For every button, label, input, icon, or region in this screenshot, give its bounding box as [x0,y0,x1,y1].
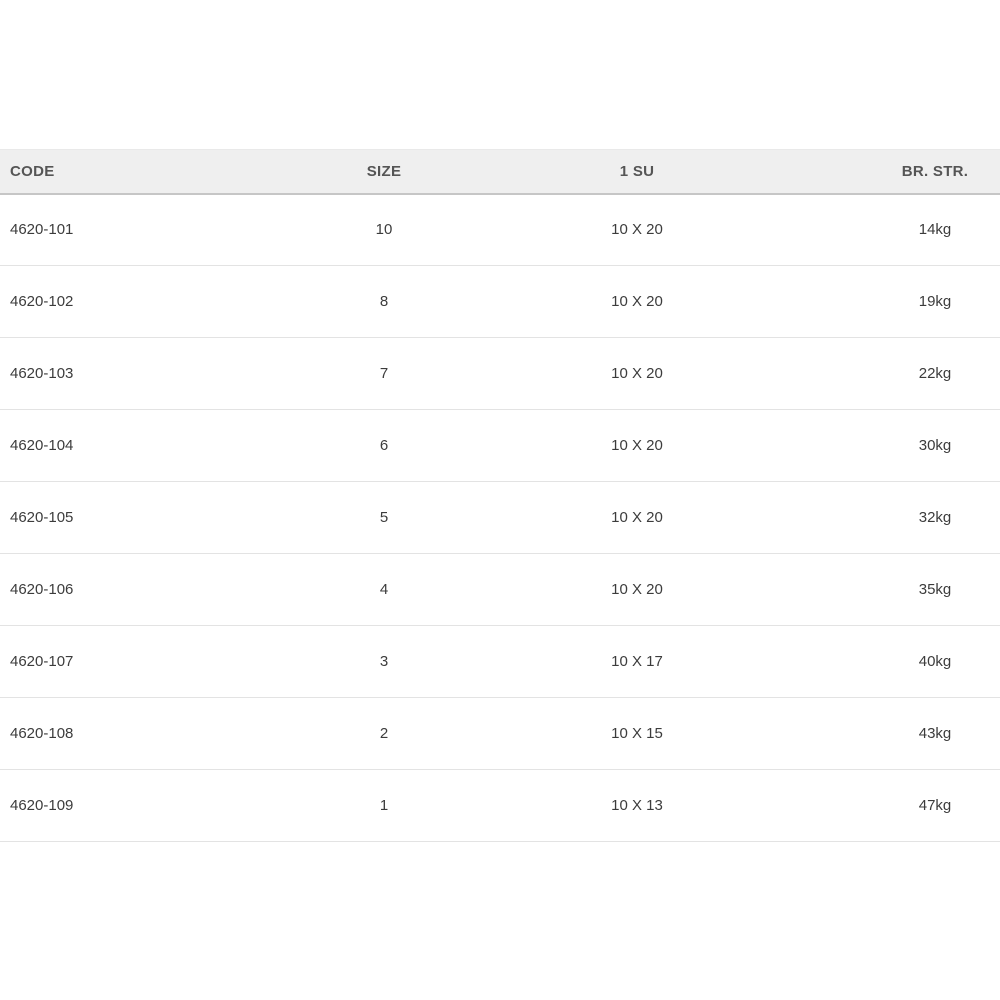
table-row: 4620-102 8 10 X 20 19kg [0,265,1000,338]
cell-br-str: 14kg [770,193,1000,266]
cell-br-str: 43kg [770,697,1000,770]
cell-br-str: 35kg [770,553,1000,626]
cell-1su: 10 X 20 [504,409,770,482]
table-row: 4620-106 4 10 X 20 35kg [0,553,1000,626]
cell-size: 6 [264,409,504,482]
cell-1su: 10 X 20 [504,193,770,266]
cell-1su: 10 X 15 [504,697,770,770]
cell-br-str: 22kg [770,337,1000,410]
table-row: 4620-105 5 10 X 20 32kg [0,481,1000,554]
table-viewport: CODE SIZE 1 SU BR. STR. 4620-101 10 10 X… [0,149,1000,842]
cell-1su: 10 X 13 [504,769,770,842]
cell-size: 4 [264,553,504,626]
cell-br-str: 40kg [770,625,1000,698]
cell-br-str: 47kg [770,769,1000,842]
cell-1su: 10 X 17 [504,625,770,698]
cell-br-str: 19kg [770,265,1000,338]
cell-code: 4620-106 [0,553,264,626]
cell-size: 3 [264,625,504,698]
column-header-br-str: BR. STR. [770,149,1000,195]
cell-code: 4620-105 [0,481,264,554]
table-row: 4620-103 7 10 X 20 22kg [0,337,1000,410]
cell-br-str: 32kg [770,481,1000,554]
table-header-row: CODE SIZE 1 SU BR. STR. [0,149,1000,195]
cell-size: 7 [264,337,504,410]
table-row: 4620-101 10 10 X 20 14kg [0,193,1000,266]
table-row: 4620-107 3 10 X 17 40kg [0,625,1000,698]
table-row: 4620-104 6 10 X 20 30kg [0,409,1000,482]
cell-1su: 10 X 20 [504,265,770,338]
column-header-1su: 1 SU [504,149,770,195]
cell-code: 4620-104 [0,409,264,482]
cell-1su: 10 X 20 [504,553,770,626]
cell-br-str: 30kg [770,409,1000,482]
cell-code: 4620-109 [0,769,264,842]
cell-code: 4620-107 [0,625,264,698]
table-row: 4620-108 2 10 X 15 43kg [0,697,1000,770]
cell-code: 4620-108 [0,697,264,770]
cell-1su: 10 X 20 [504,481,770,554]
cell-size: 10 [264,193,504,266]
product-spec-table: CODE SIZE 1 SU BR. STR. 4620-101 10 10 X… [0,149,1000,842]
cell-size: 8 [264,265,504,338]
table-row: 4620-109 1 10 X 13 47kg [0,769,1000,842]
cell-size: 5 [264,481,504,554]
cell-code: 4620-102 [0,265,264,338]
cell-size: 2 [264,697,504,770]
column-header-code: CODE [0,149,264,195]
cell-code: 4620-101 [0,193,264,266]
cell-1su: 10 X 20 [504,337,770,410]
column-header-size: SIZE [264,149,504,195]
cell-code: 4620-103 [0,337,264,410]
cell-size: 1 [264,769,504,842]
